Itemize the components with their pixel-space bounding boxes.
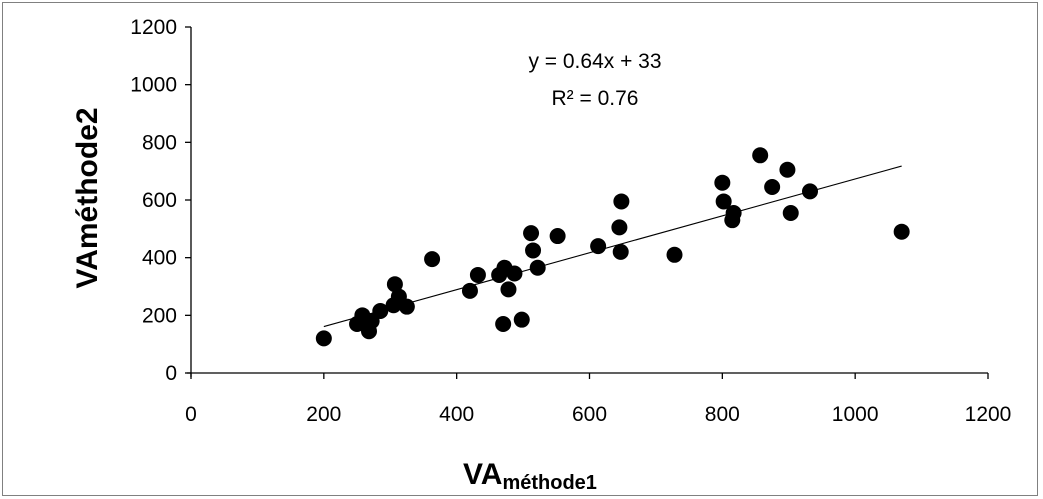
data-point [612, 243, 629, 260]
trendline-equation: y = 0.64x + 33 [528, 50, 661, 73]
data-point [398, 298, 415, 315]
y-tick-label: 200 [142, 304, 177, 327]
x-axis-title-main: VA [463, 458, 502, 491]
data-point [782, 204, 799, 221]
x-tick-label: 200 [306, 403, 341, 426]
data-point [549, 228, 566, 245]
data-point [386, 276, 403, 293]
data-point [525, 242, 542, 259]
data-point [752, 147, 769, 164]
y-axis-title: VAméthode2 [71, 107, 104, 288]
y-tick-label: 0 [165, 362, 177, 385]
data-point [469, 266, 486, 283]
data-point [779, 161, 796, 178]
data-point [372, 303, 389, 320]
y-tick-label: 1000 [130, 74, 177, 97]
y-tick-label: 800 [142, 131, 177, 154]
x-tick-label: 1200 [965, 403, 1012, 426]
data-point [523, 225, 540, 242]
x-ticks: 0 200 400 600 800 1000 1200 [185, 373, 1011, 426]
x-tick-label: 1000 [832, 403, 879, 426]
data-point [461, 282, 478, 299]
data-point [802, 183, 819, 200]
data-point [764, 179, 781, 196]
data-point [424, 251, 441, 268]
y-ticks: 0 200 400 600 800 1000 1200 [130, 16, 191, 385]
data-point [714, 174, 731, 191]
data-point [666, 246, 683, 263]
x-tick-label: 800 [705, 403, 740, 426]
y-tick-label: 400 [142, 247, 177, 270]
data-point [893, 223, 910, 240]
x-axis-title: VAméthode1 [463, 458, 597, 494]
axes [187, 27, 988, 377]
x-tick-label: 0 [185, 403, 197, 426]
data-point [495, 315, 512, 332]
data-point [500, 281, 517, 298]
data-point [611, 219, 628, 236]
data-point [506, 265, 523, 282]
data-point [590, 238, 607, 255]
x-tick-label: 400 [439, 403, 474, 426]
data-point [715, 193, 732, 210]
data-point [725, 204, 742, 221]
data-point [513, 311, 530, 328]
y-tick-label: 1200 [130, 16, 177, 39]
x-axis-title-subscript: méthode1 [502, 472, 596, 494]
data-point [529, 259, 546, 276]
r-squared-label: R² = 0.76 [552, 87, 639, 110]
x-tick-label: 600 [572, 403, 607, 426]
data-point [613, 193, 630, 210]
y-tick-label: 600 [142, 189, 177, 212]
data-point [315, 330, 332, 347]
points-group [315, 147, 910, 347]
